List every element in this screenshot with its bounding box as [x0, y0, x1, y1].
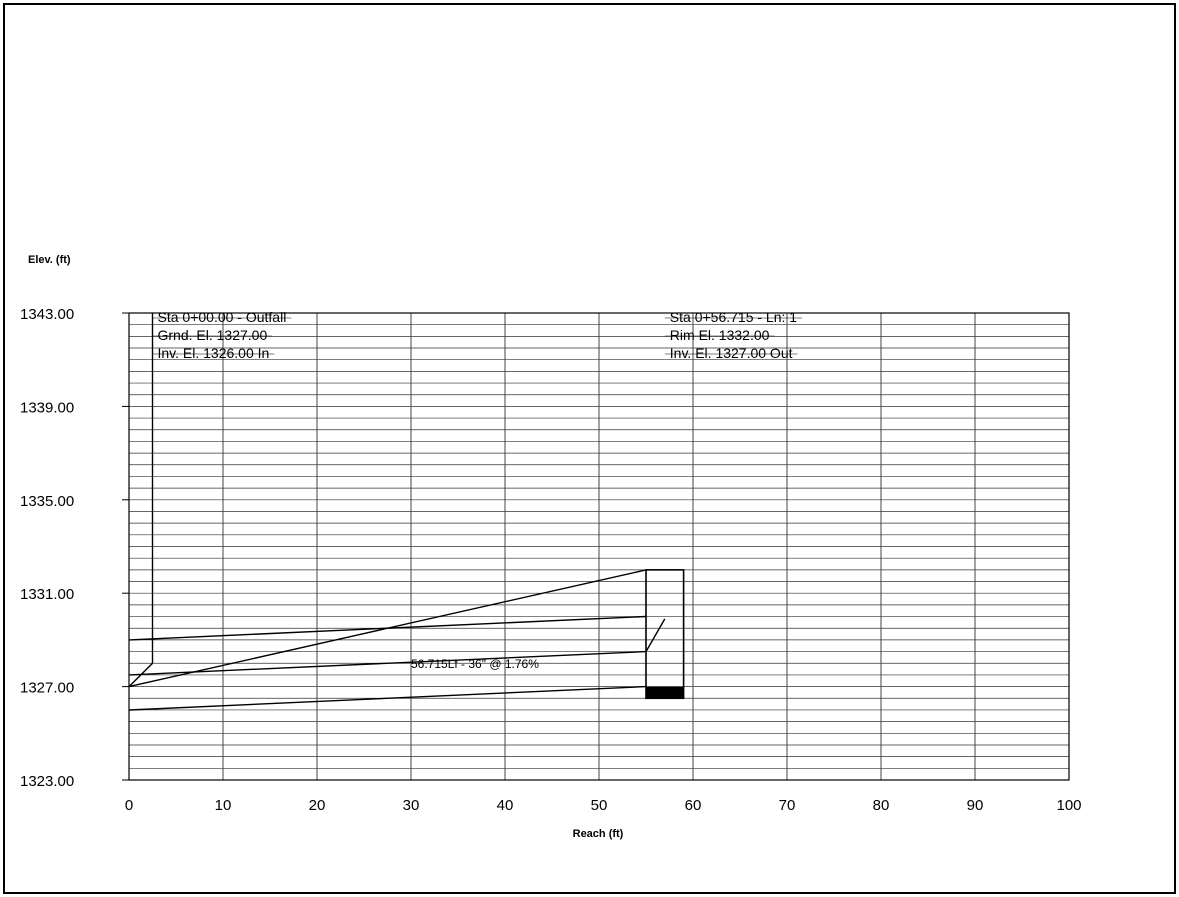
series-line	[128, 615, 647, 641]
annotation-pipe: 56.715Lf - 36" @ 1.76%	[411, 657, 539, 671]
series-line	[128, 650, 647, 676]
annotation-line1-line: Sta 0+56.715 - Ln: 1	[670, 309, 797, 325]
x-tick-label: 0	[125, 797, 133, 814]
series-line	[128, 685, 647, 711]
plot-area-frame	[128, 312, 1070, 781]
x-axis-label: Reach (ft)	[573, 828, 624, 840]
x-tick-label: 50	[591, 797, 608, 814]
structure	[645, 569, 685, 700]
y-axis-label: Elev. (ft)	[28, 254, 71, 266]
series-line	[645, 618, 666, 652]
y-tick-label: 1339.00	[20, 399, 74, 416]
annotation-outfall-line: Sta 0+00.00 - Outfall	[158, 309, 287, 325]
x-tick-label: 10	[215, 797, 232, 814]
x-tick-label: 80	[873, 797, 890, 814]
series-line	[128, 313, 154, 688]
x-tick-label: 20	[309, 797, 326, 814]
x-tick-label: 100	[1056, 797, 1081, 814]
y-tick-label: 1335.00	[20, 493, 74, 510]
grid	[129, 313, 1069, 780]
junction-sump	[646, 686, 684, 699]
y-tick-label: 1323.00	[20, 773, 74, 790]
axes: 1323.00 1327.00 1331.00 1335.00 1339.00 1343.…	[20, 306, 1082, 814]
x-tick-label: 90	[967, 797, 984, 814]
x-tick-label: 40	[497, 797, 514, 814]
annotation-line1-line: Rim El. 1332.00	[670, 327, 770, 343]
annotation-outfall-line: Inv. El. 1326.00 In	[158, 345, 270, 361]
y-tick-label: 1331.00	[20, 586, 74, 603]
annotation-line1-line: Inv. El. 1327.00 Out	[670, 345, 793, 361]
page-border	[3, 3, 1176, 894]
x-tick-label: 60	[685, 797, 702, 814]
y-tick-label: 1327.00	[20, 680, 74, 697]
series-lines	[128, 313, 666, 711]
annotations: Sta 0+00.00 - Outfall Grnd. El. 1327.00 In…	[152, 309, 803, 671]
y-tick-label: 1343.00	[20, 306, 74, 323]
x-tick-label: 70	[779, 797, 796, 814]
annotation-outfall-line: Grnd. El. 1327.00	[158, 327, 268, 343]
junction-structure	[645, 569, 685, 700]
x-tick-label: 30	[403, 797, 420, 814]
